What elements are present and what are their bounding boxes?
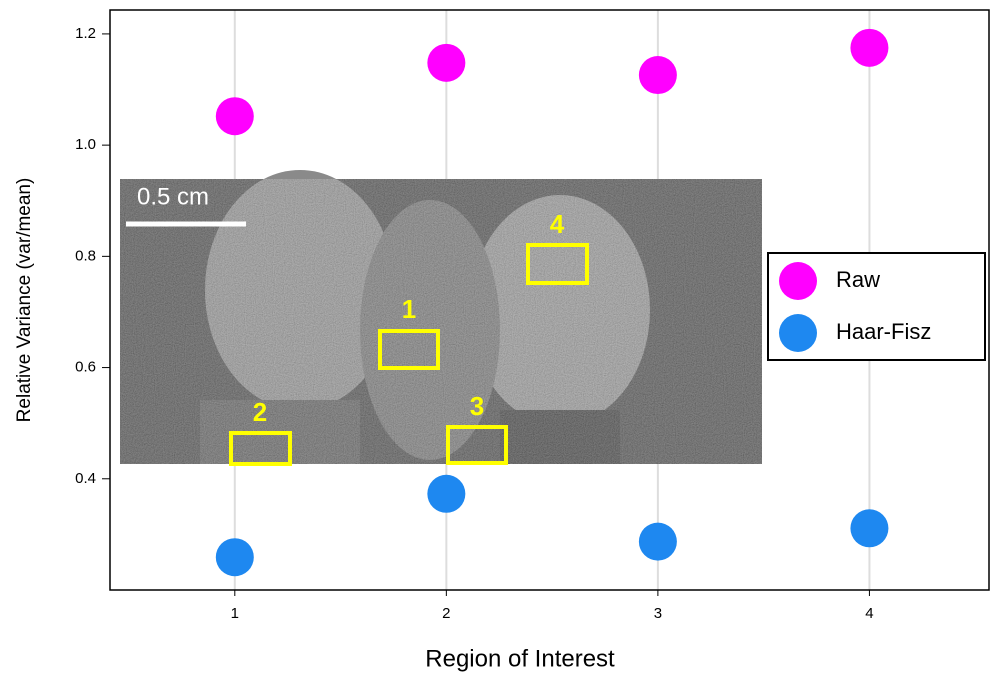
region-label: 3 <box>470 391 484 421</box>
x-tick-label: 4 <box>865 605 873 622</box>
region-label: 1 <box>402 294 416 324</box>
y-axis-label: Relative Variance (var/mean) <box>14 178 35 423</box>
scale-bar-label: 0.5 cm <box>137 183 209 210</box>
region-label: 2 <box>253 397 267 427</box>
point <box>216 538 254 576</box>
inset-image: 0.5 cm 1 2 3 4 <box>120 170 762 464</box>
x-axis-label: Region of Interest <box>425 645 615 672</box>
point <box>850 509 888 547</box>
y-tick-label: 0.8 <box>75 247 96 264</box>
legend-marker <box>779 314 817 352</box>
point <box>427 475 465 513</box>
point <box>216 97 254 135</box>
x-tick-label: 2 <box>442 605 450 622</box>
legend-marker <box>779 262 817 300</box>
x-tick-label: 1 <box>231 605 239 622</box>
point <box>639 523 677 561</box>
legend-label: Raw <box>836 267 880 292</box>
y-tick-label: 1.0 <box>75 136 96 153</box>
point <box>850 29 888 67</box>
point <box>639 56 677 94</box>
y-tick-label: 1.2 <box>75 25 96 42</box>
region-label: 4 <box>550 209 565 239</box>
point <box>427 44 465 82</box>
legend-label: Haar-Fisz <box>836 319 931 344</box>
x-tick-label: 3 <box>654 605 662 622</box>
y-tick-label: 0.6 <box>75 359 96 376</box>
chart: 0.5 cm 1 2 3 4 Region of Interest Relati… <box>0 0 990 675</box>
y-tick-label: 0.4 <box>75 470 96 487</box>
